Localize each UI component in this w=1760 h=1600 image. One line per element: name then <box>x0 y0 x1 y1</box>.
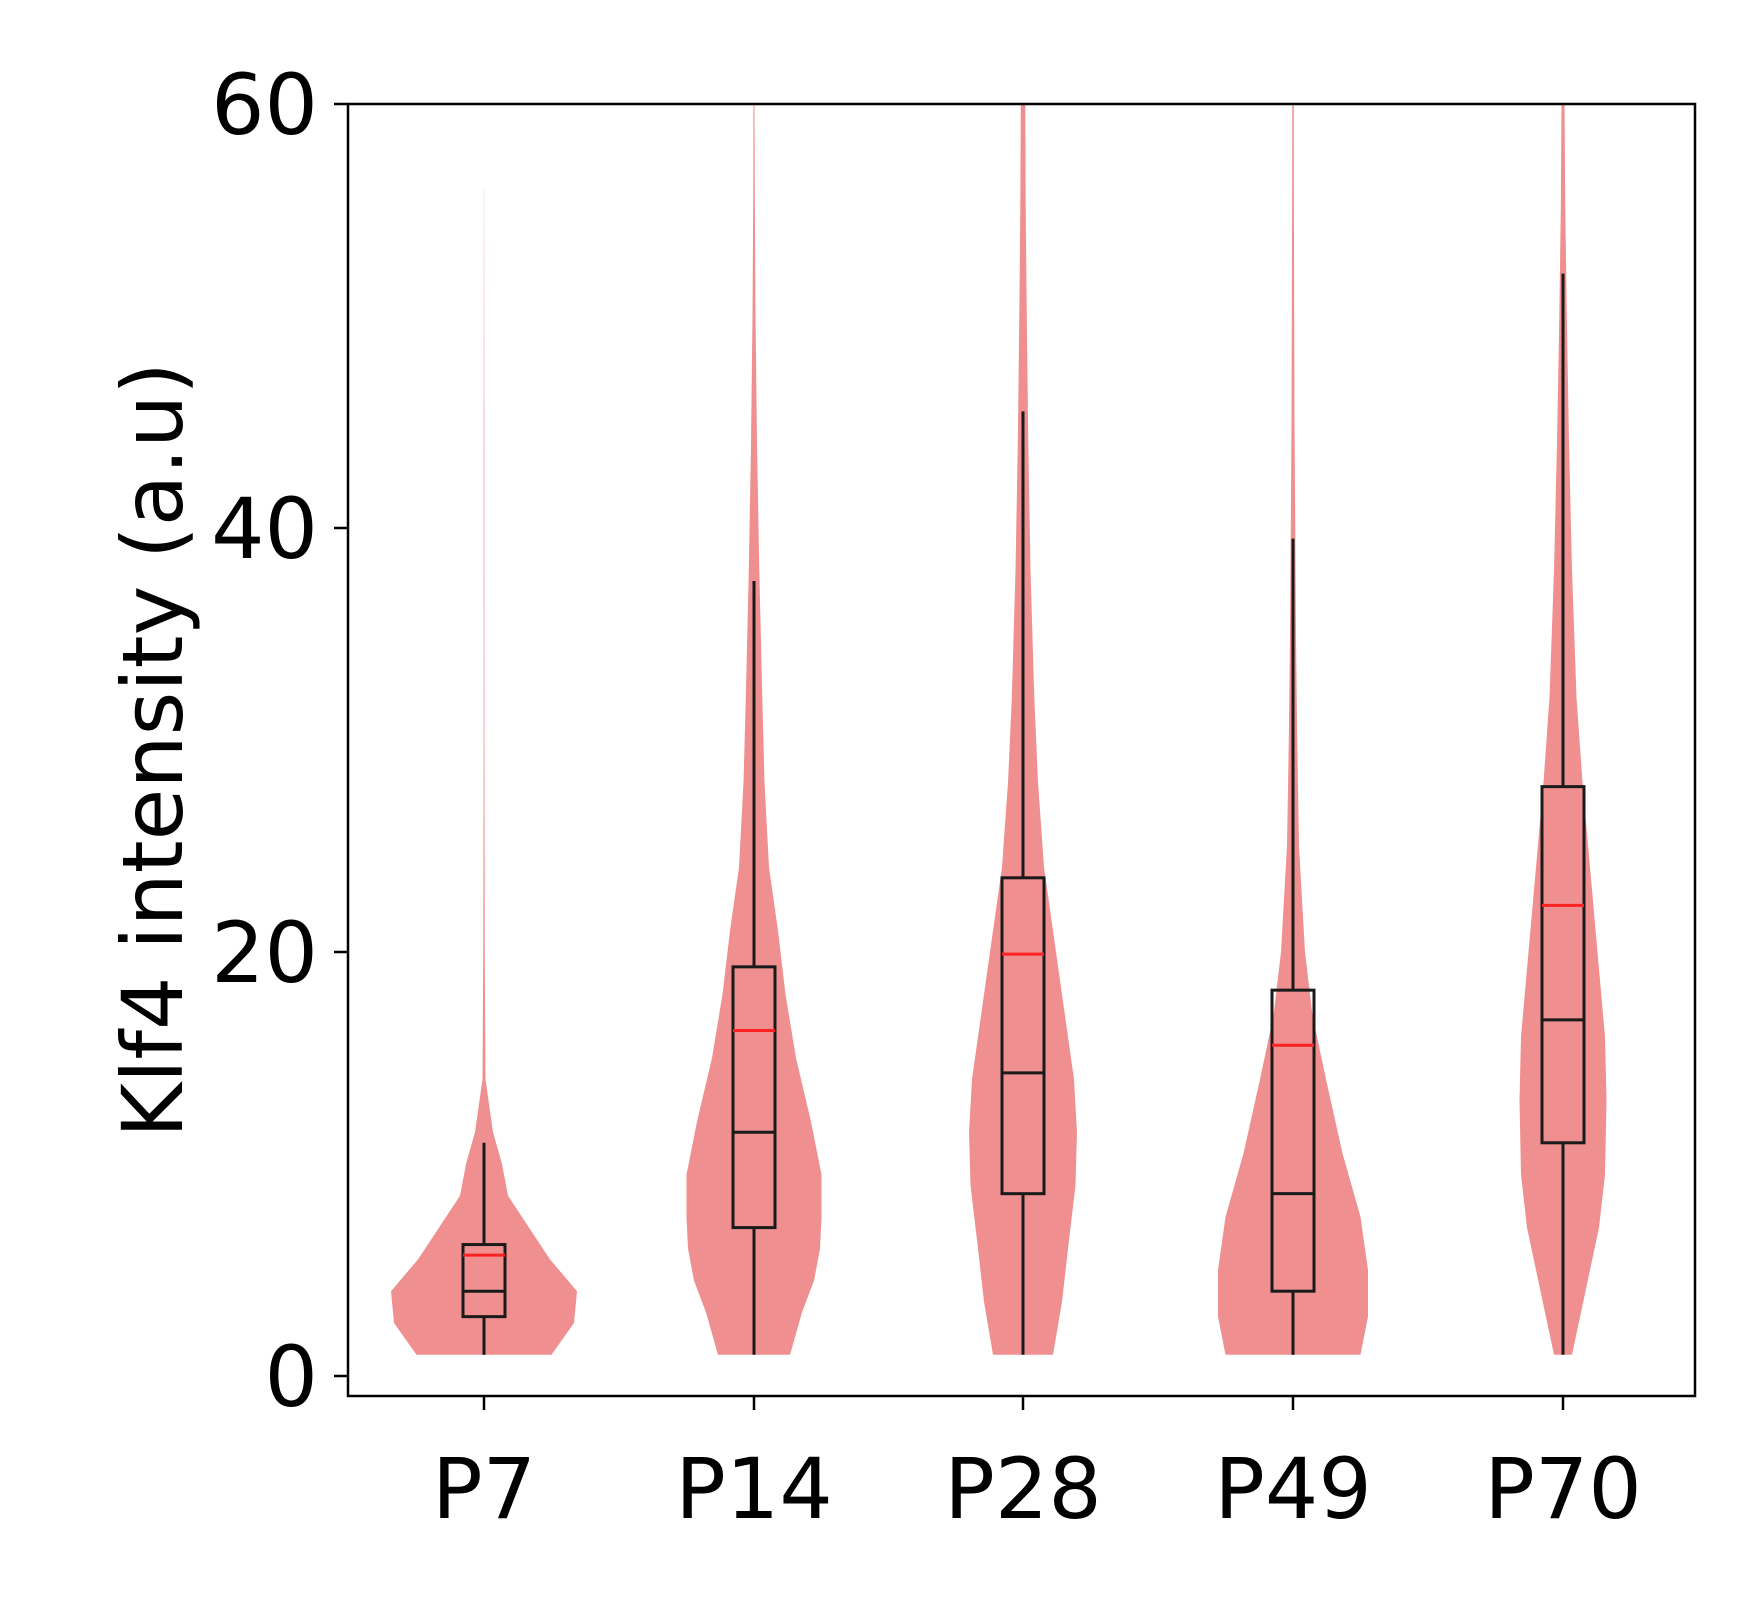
box-p49 <box>1270 988 1316 1293</box>
y-axis: 0 20 40 60 <box>211 56 348 1426</box>
y-tick-label-20: 20 <box>211 904 318 1002</box>
x-tick-label-p70: P70 <box>1484 1440 1642 1538</box>
x-tick-label-p14: P14 <box>675 1440 833 1538</box>
x-tick-label-p28: P28 <box>944 1440 1102 1538</box>
y-axis-label: Klf4 intensity (a.u) <box>104 362 202 1138</box>
y-tick-label-0: 0 <box>265 1328 318 1426</box>
x-tick-label-p49: P49 <box>1214 1440 1372 1538</box>
box-p14 <box>731 965 777 1230</box>
plot-frame <box>346 102 1697 1398</box>
box-p70 <box>1540 785 1586 1145</box>
box-p7 <box>461 1243 507 1319</box>
violin-p7 <box>391 188 577 1355</box>
box-p28 <box>1000 876 1046 1196</box>
y-tick-label-40: 40 <box>211 480 318 578</box>
box-layer <box>461 273 1586 1355</box>
x-axis: P7 P14 P28 P49 P70 <box>432 1396 1642 1538</box>
x-tick-label-p7: P7 <box>432 1440 536 1538</box>
y-tick-label-60: 60 <box>211 56 318 154</box>
violin-layer <box>391 104 1607 1355</box>
